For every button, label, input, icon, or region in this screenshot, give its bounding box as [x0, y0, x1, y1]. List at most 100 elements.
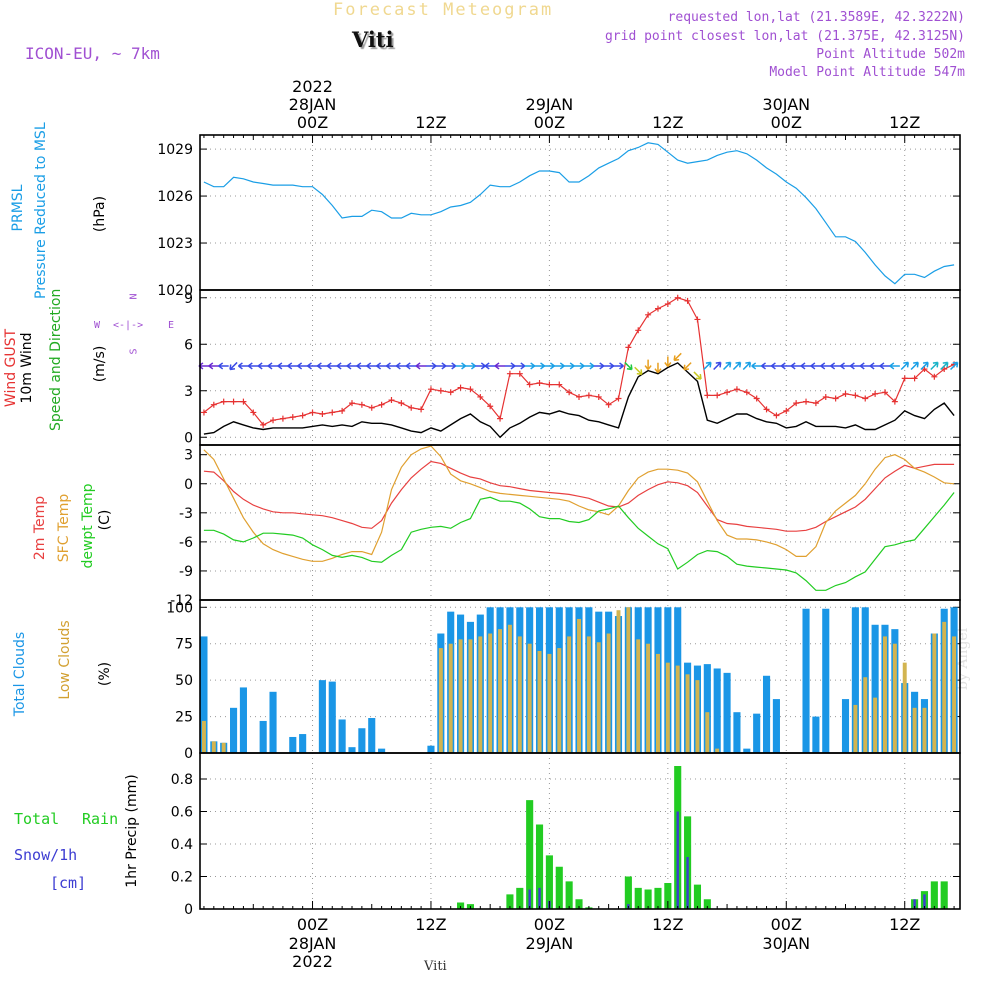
gust-marker [210, 401, 217, 408]
gust-marker [625, 344, 632, 351]
gust-marker [822, 393, 829, 400]
wind-arrow-shape [574, 362, 585, 370]
total-clouds-bar [289, 736, 297, 753]
wind-arrow [849, 362, 861, 370]
gust-marker [299, 412, 306, 419]
total-clouds-bar [427, 745, 435, 753]
wind-arrow-shape [247, 362, 259, 370]
wind-arrow [770, 362, 782, 370]
meteogram-title: Forecast Meteogram [333, 0, 554, 20]
wind-ytick-label: 3 [184, 384, 193, 400]
gust-marker [536, 380, 543, 386]
wind-arrow [326, 362, 338, 370]
info-point-altitude: Point Altitude 502m [816, 47, 965, 62]
low-clouds-bar [488, 633, 493, 753]
wind-arrow [722, 361, 732, 371]
wind-arrow [950, 361, 959, 371]
rain-bar [644, 889, 652, 909]
gust-marker [615, 395, 622, 402]
wind-arrow [693, 371, 702, 380]
total-clouds-bar [841, 699, 850, 753]
gust-marker [200, 409, 207, 416]
gust-marker [743, 389, 750, 396]
wind-arrow [297, 362, 308, 370]
bottom-time-label: 12Z [889, 915, 920, 934]
wind-arrow-shape [336, 362, 348, 370]
rain-bar [457, 902, 465, 909]
gust-marker [585, 392, 592, 399]
gust-marker [645, 311, 652, 318]
gust-marker [664, 300, 671, 307]
gust-marker [497, 415, 504, 422]
low-clouds-bar [547, 653, 552, 753]
snow-bar [528, 889, 531, 909]
wind-arrow-shape [267, 362, 279, 370]
gust-marker [506, 370, 513, 377]
low-clouds-bar [922, 707, 927, 753]
wind-arrow-shape [504, 362, 516, 370]
wind-arrow-shape [810, 362, 821, 370]
wind-arrow [534, 362, 545, 370]
gust-marker [378, 401, 385, 408]
wind-arrow-shape [554, 362, 565, 370]
gust-marker [862, 395, 869, 402]
precipitation-ytick-label: 0 [184, 902, 193, 918]
wind-arrow [790, 362, 802, 370]
wind-arrow-shape [664, 356, 672, 367]
gust-marker [329, 409, 336, 416]
wind-arrow [554, 362, 565, 370]
wind-arrow [830, 362, 841, 370]
wind-ytick-label: 6 [184, 337, 193, 353]
snow-bar [676, 811, 679, 909]
snow-bar [913, 899, 916, 909]
low-clouds-bar [221, 742, 226, 753]
gust-marker [250, 409, 257, 416]
total-clouds-bar [200, 636, 208, 753]
dewpt-line [203, 492, 955, 591]
top-time-label: 00Z [297, 113, 328, 132]
temperature-ytick-label: -3 [179, 506, 193, 522]
precipitation-panel-frame [199, 752, 961, 910]
wind-arrow [218, 362, 229, 370]
wind-line [203, 362, 955, 439]
gust-marker [220, 398, 227, 405]
wind-arrow [703, 361, 712, 371]
temperature-ytick-label: -12 [170, 593, 193, 609]
wind-arrow [564, 362, 575, 370]
gust-marker [911, 375, 918, 382]
wind-arrow [800, 362, 812, 370]
wind-arrow-shape [920, 361, 929, 371]
low-clouds-bar [636, 639, 641, 753]
wind-arrow-shape [376, 362, 387, 370]
clouds-ytick-label: 50 [175, 673, 193, 689]
rain-bar [654, 887, 662, 909]
top-date-label: 28JAN [289, 95, 337, 114]
footer-station: Viti [424, 959, 447, 974]
bottom-time-label: 00Z [297, 915, 328, 934]
gust-marker [852, 392, 859, 399]
gust-marker [358, 401, 365, 408]
low-clouds-bar [646, 643, 651, 753]
wind-arrow [445, 362, 457, 370]
wind-arrow-shape [494, 362, 506, 370]
wind-arrow-shape [405, 362, 417, 370]
temperature-ytick-label: -6 [179, 535, 193, 551]
wind-arrow-shape [435, 362, 447, 370]
bottom-year-label: 2022 [292, 952, 333, 971]
wind-arrow [405, 362, 417, 370]
bottom-time-label: 12Z [652, 915, 683, 934]
wind-arrow-shape [415, 362, 427, 370]
total-clouds-bar [328, 681, 336, 753]
wind-arrow-shape [395, 362, 407, 370]
wind-arrow-shape [713, 361, 722, 371]
wind-arrow [356, 362, 367, 370]
gust-marker [270, 417, 277, 424]
gust-marker [941, 366, 948, 373]
wind-arrow [900, 361, 910, 371]
wind-ytick-label: 0 [184, 430, 193, 446]
gust-marker [872, 390, 879, 397]
wind-arrow-shape [514, 362, 526, 370]
gust-marker [546, 381, 553, 388]
gust-marker [437, 387, 444, 394]
top-time-label: 00Z [534, 113, 565, 132]
